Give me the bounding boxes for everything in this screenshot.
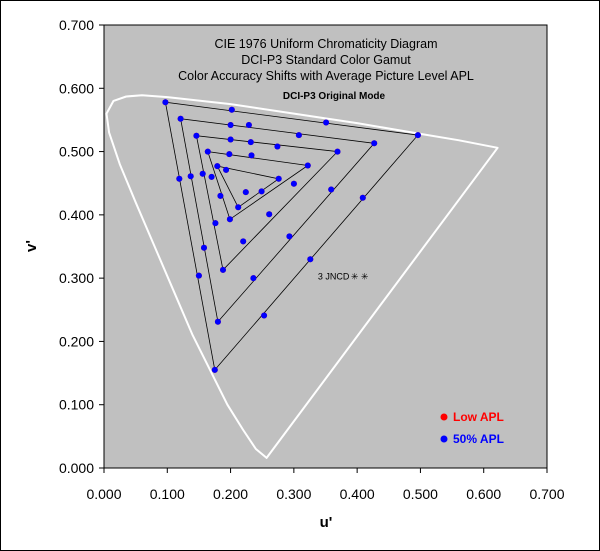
point-50-apl-30	[245, 122, 252, 128]
y-tick-label-0: 0.000	[59, 460, 94, 476]
x-tick-label-5: 0.500	[403, 486, 438, 502]
y-tick-label-1: 0.100	[59, 397, 94, 413]
point-50-apl-7	[220, 266, 226, 273]
data-points-layer	[162, 99, 421, 373]
point-50-apl-9	[204, 148, 211, 155]
point-50-apl-21	[212, 220, 219, 227]
point-50-apl-38	[295, 132, 302, 139]
legend-swatch-50-apl	[440, 435, 448, 443]
point-50-apl-20	[208, 173, 215, 180]
gamut-triangle-4	[207, 151, 309, 220]
point-50-apl-31	[242, 189, 249, 196]
x-axis-label: u'	[320, 514, 333, 531]
gamut-triangle-5	[216, 165, 280, 208]
point-50-apl-19	[199, 170, 206, 177]
point-50-apl-18	[201, 244, 207, 251]
point-50-apl-28	[248, 152, 255, 159]
x-tick-label-3: 0.300	[276, 486, 311, 502]
y-tick-label-3: 0.300	[59, 270, 94, 286]
point-50-apl-34	[266, 211, 273, 218]
x-tick-label-2: 0.200	[213, 486, 248, 502]
x-tick-label-7: 0.700	[529, 486, 564, 502]
point-50-apl-36	[286, 233, 293, 240]
point-50-apl-2	[414, 132, 421, 139]
x-tick-label-0: 0.000	[86, 486, 121, 502]
jncd-label: 3 JNCD	[318, 271, 350, 281]
spectral-locus-outline	[105, 94, 499, 459]
spectral-locus-layer	[105, 94, 499, 459]
point-50-apl-8	[334, 148, 341, 155]
x-tick-label-4: 0.400	[340, 486, 375, 502]
point-50-apl-40	[323, 119, 330, 126]
gamut-triangle-1	[164, 101, 419, 371]
title-line-1: CIE 1976 Uniform Chromaticity Diagram	[215, 37, 438, 51]
y-axis-label: v'	[23, 240, 40, 252]
point-50-apl-1	[211, 366, 218, 373]
point-50-apl-4	[214, 318, 221, 325]
point-50-apl-6	[193, 132, 200, 139]
point-50-apl-17	[195, 272, 202, 279]
point-50-apl-26	[227, 136, 234, 143]
y-tick-label-5: 0.500	[59, 144, 94, 160]
chart-title: CIE 1976 Uniform Chromaticity Diagram DC…	[178, 37, 474, 102]
gamut-triangle-3	[195, 135, 339, 271]
point-50-apl-33	[261, 312, 268, 319]
legend-label-low-apl: Low APL	[453, 410, 504, 424]
axes-layer: 0.000 0.100 0.200 0.300 0.400 0.500 0.600 0.700…	[59, 17, 565, 502]
point-50-apl-41	[328, 186, 335, 193]
point-50-apl-10	[226, 216, 233, 223]
y-tick-label-2: 0.200	[59, 333, 94, 349]
point-50-apl-27	[226, 151, 233, 158]
legend-label-50-apl: 50% APL	[453, 432, 504, 446]
point-50-apl-22	[217, 192, 224, 199]
y-tick-label-4: 0.400	[59, 207, 94, 223]
y-tick-label-7: 0.700	[59, 17, 94, 33]
point-50-apl-0	[162, 99, 169, 106]
title-line-3: Color Accuracy Shifts with Average Pictu…	[178, 69, 474, 83]
point-50-apl-5	[371, 140, 378, 147]
point-50-apl-35	[274, 143, 281, 150]
point-50-apl-14	[275, 175, 282, 182]
point-50-apl-32	[250, 275, 257, 282]
point-50-apl-24	[228, 106, 235, 113]
x-tick-label-6: 0.600	[466, 486, 501, 502]
point-50-apl-12	[214, 163, 221, 170]
point-50-apl-23	[223, 166, 230, 173]
jncd-marker: ✳ ✳	[351, 271, 369, 281]
chart-subtitle: DCI-P3 Original Mode	[283, 91, 386, 102]
point-50-apl-43	[240, 238, 247, 245]
jncd-annotation: 3 JNCD ✳ ✳	[318, 271, 369, 281]
legend-swatch-low-apl	[440, 413, 448, 421]
point-50-apl-29	[247, 139, 254, 146]
point-50-apl-39	[307, 256, 314, 263]
point-50-apl-13	[235, 204, 242, 211]
point-50-apl-25	[227, 122, 234, 128]
point-50-apl-3	[177, 115, 184, 122]
point-50-apl-37	[290, 180, 297, 187]
y-tick-label-6: 0.600	[59, 80, 94, 96]
point-50-apl-44	[258, 188, 265, 195]
legend: Low APL 50% APL	[440, 410, 504, 446]
point-50-apl-16	[187, 173, 194, 180]
point-50-apl-11	[304, 162, 311, 169]
point-50-apl-15	[176, 175, 183, 182]
title-line-2: DCI-P3 Standard Color Gamut	[241, 53, 411, 67]
gamut-triangles-layer	[164, 101, 419, 371]
point-50-apl-42	[359, 194, 366, 201]
gamut-triangle-2	[180, 118, 375, 323]
x-tick-label-1: 0.100	[150, 486, 185, 502]
